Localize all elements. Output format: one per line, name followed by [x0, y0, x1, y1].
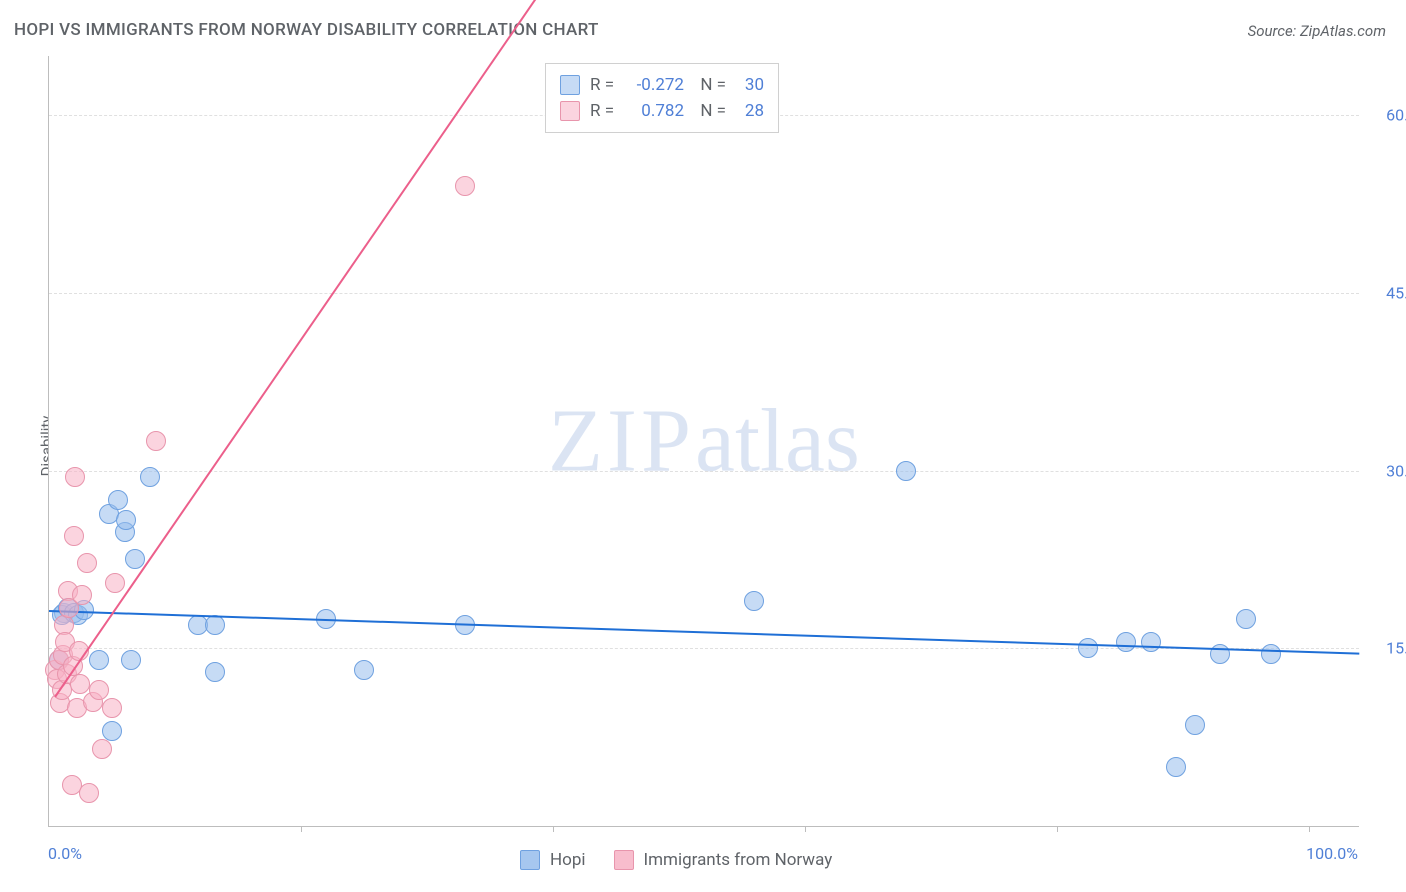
data-point [92, 739, 112, 759]
legend-swatch [560, 75, 580, 95]
y-tick-label: 45.0% [1369, 283, 1406, 302]
x-tick [1057, 826, 1058, 832]
data-point [105, 573, 125, 593]
gridline [49, 648, 1359, 649]
x-tick [301, 826, 302, 832]
data-point [354, 660, 374, 680]
data-point [146, 431, 166, 451]
data-point [116, 510, 136, 530]
legend-row: R = -0.272 N = 30 [560, 72, 764, 98]
watermark: ZIPatlas [548, 390, 860, 493]
data-point [65, 467, 85, 487]
data-point [1261, 644, 1281, 664]
data-point [72, 585, 92, 605]
legend-swatch [560, 101, 580, 121]
data-point [1166, 757, 1186, 777]
legend-r-label: R = [590, 101, 618, 121]
legend-swatch [614, 850, 634, 870]
legend-r-value: 0.782 [628, 101, 684, 121]
x-max-label: 100.0% [1306, 844, 1358, 863]
watermark-zip: ZIP [548, 392, 695, 491]
series-legend: Hopi Immigrants from Norway [520, 850, 850, 870]
data-point [455, 176, 475, 196]
data-point [102, 698, 122, 718]
y-tick-label: 15.0% [1369, 639, 1406, 658]
x-tick [1309, 826, 1310, 832]
correlation-chart: HOPI VS IMMIGRANTS FROM NORWAY DISABILIT… [0, 0, 1406, 892]
legend-swatch [520, 850, 540, 870]
data-point [89, 680, 109, 700]
data-point [89, 650, 109, 670]
data-point [744, 591, 764, 611]
legend-n-label: N = [694, 75, 726, 95]
legend-row: R = 0.782 N = 28 [560, 98, 764, 124]
legend-n-value: 30 [736, 75, 764, 95]
data-point [205, 662, 225, 682]
chart-title: HOPI VS IMMIGRANTS FROM NORWAY DISABILIT… [14, 20, 599, 40]
data-point [896, 461, 916, 481]
data-point [140, 467, 160, 487]
data-point [1116, 632, 1136, 652]
data-point [79, 783, 99, 803]
legend-r-label: R = [590, 75, 618, 95]
legend-n-label: N = [694, 101, 726, 121]
legend-n-value: 28 [736, 101, 764, 121]
y-tick-label: 60.0% [1369, 106, 1406, 125]
source-attribution: Source: ZipAtlas.com [1248, 22, 1386, 40]
plot-area: ZIPatlas 15.0%30.0%45.0%60.0% [48, 56, 1359, 827]
legend-label: Immigrants from Norway [644, 850, 833, 870]
x-min-label: 0.0% [48, 844, 82, 863]
trend-line [54, 0, 553, 697]
correlation-legend: R = -0.272 N = 30 R = 0.782 N = 28 [545, 63, 779, 133]
data-point [1185, 715, 1205, 735]
data-point [70, 674, 90, 694]
legend-label: Hopi [550, 850, 586, 870]
data-point [77, 553, 97, 573]
data-point [1141, 632, 1161, 652]
gridline [49, 293, 1359, 294]
gridline [49, 471, 1359, 472]
data-point [108, 490, 128, 510]
data-point [64, 526, 84, 546]
x-tick [805, 826, 806, 832]
data-point [121, 650, 141, 670]
x-tick [553, 826, 554, 832]
watermark-atlas: atlas [695, 392, 860, 491]
legend-r-value: -0.272 [628, 75, 684, 95]
data-point [1078, 638, 1098, 658]
y-tick-label: 30.0% [1369, 461, 1406, 480]
data-point [1236, 609, 1256, 629]
data-point [102, 721, 122, 741]
data-point [125, 549, 145, 569]
